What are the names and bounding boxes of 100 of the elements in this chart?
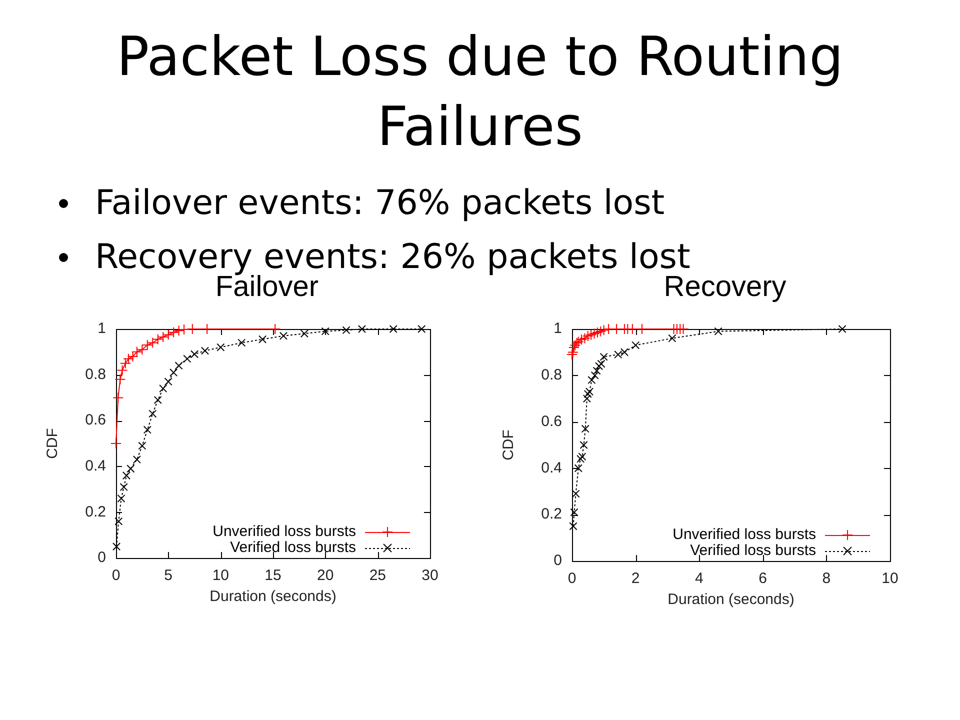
- x-tick-label: 20: [316, 567, 334, 584]
- point: [162, 329, 174, 340]
- x-tick-label: 10: [882, 570, 898, 588]
- x-tick-label: 2: [631, 570, 640, 588]
- point: [148, 410, 157, 418]
- point: [147, 337, 158, 348]
- point: [321, 327, 330, 336]
- point: [389, 324, 398, 334]
- point: [114, 517, 123, 526]
- point: [117, 494, 126, 502]
- point: [154, 396, 162, 404]
- x-axis-title: Duration (seconds): [210, 588, 336, 606]
- x-tick-label: 0: [112, 567, 120, 584]
- point: [200, 346, 209, 355]
- point: [174, 362, 183, 370]
- legend-label: Unverified loss bursts: [212, 523, 356, 540]
- x-axis-title: Duration (seconds): [668, 591, 794, 608]
- point: [164, 378, 172, 386]
- point: [158, 332, 169, 343]
- x-tick-label: 6: [758, 570, 767, 588]
- point: [580, 440, 588, 450]
- y-tick-label: 0.6: [85, 412, 106, 429]
- point: [131, 346, 142, 358]
- x-tick-label: 25: [369, 567, 386, 584]
- point: [581, 424, 590, 433]
- point: [570, 508, 578, 516]
- point: [418, 324, 426, 334]
- point: [138, 442, 146, 450]
- point: [183, 354, 192, 363]
- point: [127, 350, 138, 362]
- point: [574, 464, 582, 472]
- x-tick-label: 10: [212, 567, 230, 584]
- point: [258, 335, 267, 344]
- x-tick-label: 4: [695, 570, 704, 588]
- point: [190, 350, 199, 358]
- point: [614, 350, 622, 359]
- point: [570, 340, 581, 351]
- y-tick-label: 0.6: [541, 412, 562, 430]
- point: [595, 326, 606, 337]
- x-tick-label: 15: [264, 567, 282, 584]
- y-tick-label: 0: [554, 552, 562, 570]
- point: [170, 368, 178, 377]
- x-tick-label: 30: [422, 567, 438, 584]
- point: [578, 452, 586, 461]
- point: [116, 364, 128, 376]
- point: [598, 324, 610, 336]
- point: [620, 348, 629, 356]
- legend-label: Unverified loss bursts: [672, 526, 816, 544]
- point: [123, 353, 134, 364]
- point: [143, 426, 152, 434]
- point: [132, 455, 141, 464]
- point: [122, 472, 130, 480]
- point: [569, 522, 578, 530]
- point: [168, 326, 180, 338]
- legend-label: Verified loss bursts: [230, 539, 356, 556]
- point: [592, 326, 603, 338]
- point: [588, 376, 596, 384]
- point: [668, 334, 676, 342]
- point: [120, 482, 128, 492]
- point: [576, 454, 585, 463]
- point: [588, 328, 600, 340]
- point: [592, 366, 601, 375]
- y-tick-label: 0.2: [85, 503, 106, 520]
- point: [112, 542, 121, 551]
- x-tick-label: 0: [568, 570, 576, 588]
- point: [114, 374, 126, 385]
- y-tick-label: 0.8: [85, 366, 106, 383]
- point: [590, 371, 599, 380]
- point: [136, 344, 148, 356]
- point: [152, 334, 164, 345]
- point: [566, 349, 578, 360]
- y-tick-label: 0: [98, 549, 106, 566]
- point: [838, 324, 846, 334]
- y-tick-label: 1: [554, 320, 562, 338]
- y-tick-label: 0.8: [541, 366, 562, 384]
- text: Failover events: 76% packets lost: [95, 183, 665, 223]
- point: [342, 326, 350, 334]
- point: [173, 325, 184, 336]
- legend-label: Verified loss bursts: [690, 542, 816, 560]
- point: [586, 329, 597, 340]
- point: [632, 341, 640, 350]
- y-axis-title: CDF: [44, 428, 62, 459]
- point: [126, 464, 135, 473]
- y-axis-title: CDF: [500, 430, 518, 460]
- point: [216, 343, 225, 352]
- y-tick-label: 0.4: [541, 459, 562, 476]
- point: [178, 324, 190, 335]
- point: [279, 332, 288, 340]
- text: Packet Loss due to Routing Failures: [116, 24, 844, 160]
- point: [159, 384, 168, 393]
- y-tick-label: 0.4: [85, 458, 106, 475]
- chart-title: Recovery: [662, 270, 788, 304]
- point: [714, 327, 722, 336]
- point: [594, 362, 604, 370]
- y-tick-label: 0.2: [541, 506, 562, 523]
- x-tick-label: 8: [822, 570, 831, 588]
- point: [576, 334, 588, 345]
- point: [300, 330, 308, 338]
- point: [358, 324, 366, 334]
- x-tick-label: 5: [164, 567, 173, 584]
